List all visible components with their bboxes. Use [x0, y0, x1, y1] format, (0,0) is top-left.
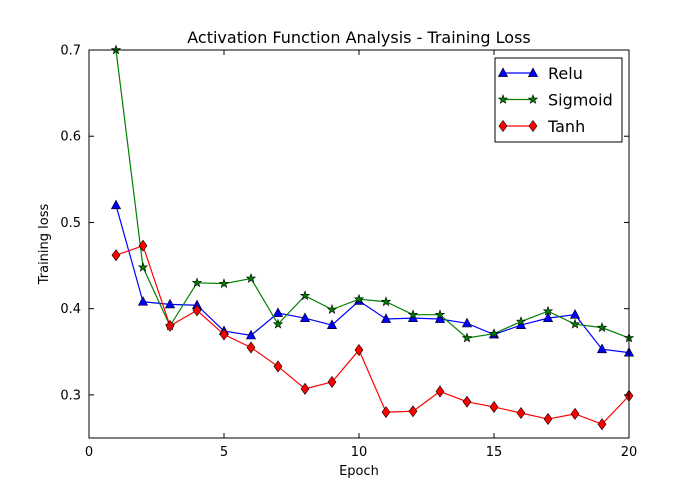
- data-point-sigmoid: [191, 277, 203, 288]
- data-point-tanh: [246, 341, 256, 354]
- data-point-relu: [542, 312, 554, 323]
- data-point-tanh: [408, 405, 418, 418]
- data-point-relu: [137, 296, 149, 306]
- x-axis-label: Epoch: [339, 464, 379, 479]
- data-point-tanh: [462, 395, 472, 408]
- data-point-sigmoid: [569, 318, 581, 329]
- legend-label: Relu: [548, 64, 583, 83]
- data-point-relu: [380, 313, 392, 323]
- data-point-tanh: [516, 406, 526, 420]
- x-tick-label: 20: [621, 445, 638, 460]
- legend: Relu Sigmoid Tanh: [494, 57, 623, 143]
- data-point-relu: [326, 319, 338, 329]
- data-point-relu: [110, 199, 122, 210]
- x-tick-label: 0: [85, 445, 93, 460]
- data-point-tanh: [300, 382, 310, 395]
- data-point-sigmoid: [380, 296, 392, 307]
- data-point-sigmoid: [515, 316, 527, 327]
- legend-marker: [497, 67, 509, 77]
- series-layer: [110, 44, 635, 431]
- series-line-sigmoid: [115, 49, 630, 339]
- data-point-relu: [164, 298, 176, 309]
- data-point-tanh: [165, 319, 175, 332]
- data-point-tanh: [354, 344, 364, 357]
- data-point-sigmoid: [299, 290, 311, 301]
- data-point-tanh: [543, 413, 553, 426]
- y-tick-label: 0.7: [60, 44, 81, 59]
- data-point-sigmoid: [218, 278, 230, 289]
- series-line-relu: [115, 205, 630, 354]
- data-point-tanh: [219, 328, 229, 341]
- legend-item-sigmoid: Sigmoid: [497, 91, 613, 110]
- legend-marker: [498, 119, 508, 133]
- data-point-relu: [461, 317, 473, 328]
- data-point-relu: [596, 343, 608, 354]
- data-point-sigmoid: [353, 293, 365, 304]
- legend-item-relu: Relu: [497, 64, 583, 83]
- legend-marker: [527, 67, 539, 77]
- y-tick-label: 0.5: [60, 216, 81, 231]
- data-point-relu: [569, 309, 581, 319]
- data-point-tanh: [570, 407, 580, 420]
- data-point-relu: [245, 329, 257, 340]
- data-point-tanh: [138, 239, 148, 252]
- legend-marker: [497, 94, 509, 104]
- y-axis: 0.3 0.4 0.5 0.6 0.7: [60, 44, 629, 403]
- chart-title: Activation Function Analysis - Training …: [187, 28, 531, 47]
- data-point-tanh: [273, 360, 283, 373]
- legend-marker: [528, 119, 538, 133]
- data-point-tanh: [597, 418, 607, 431]
- data-point-tanh: [111, 249, 121, 262]
- data-point-relu: [299, 312, 311, 323]
- legend-label: Sigmoid: [548, 91, 613, 110]
- data-point-tanh: [327, 375, 337, 388]
- data-point-sigmoid: [461, 332, 473, 343]
- x-tick-label: 10: [351, 445, 368, 460]
- x-axis: 0 5 10 15 20: [85, 50, 637, 460]
- x-tick-label: 15: [486, 445, 503, 460]
- series-relu: [110, 199, 635, 357]
- legend-label: Tanh: [547, 117, 585, 136]
- data-point-tanh: [489, 400, 499, 413]
- series-line-tanh: [115, 244, 630, 425]
- series-tanh: [111, 239, 634, 431]
- y-tick-label: 0.3: [60, 388, 81, 403]
- data-point-relu: [272, 307, 284, 317]
- series-sigmoid: [110, 44, 635, 343]
- data-point-sigmoid: [596, 322, 608, 333]
- y-axis-label: Training loss: [37, 204, 52, 286]
- data-point-sigmoid: [407, 309, 419, 320]
- legend-marker: [527, 94, 539, 104]
- x-tick-label: 5: [220, 445, 228, 460]
- y-tick-label: 0.6: [60, 130, 81, 145]
- data-point-sigmoid: [245, 273, 257, 283]
- data-point-sigmoid: [542, 305, 554, 316]
- data-point-tanh: [192, 304, 202, 317]
- data-point-sigmoid: [326, 304, 338, 314]
- data-point-sigmoid: [272, 318, 284, 329]
- data-point-sigmoid: [434, 309, 446, 320]
- data-point-sigmoid: [488, 328, 500, 339]
- data-point-tanh: [435, 385, 445, 398]
- y-tick-label: 0.4: [60, 302, 81, 317]
- legend-item-tanh: Tanh: [498, 117, 585, 136]
- data-point-tanh: [381, 406, 391, 419]
- data-point-sigmoid: [137, 261, 149, 272]
